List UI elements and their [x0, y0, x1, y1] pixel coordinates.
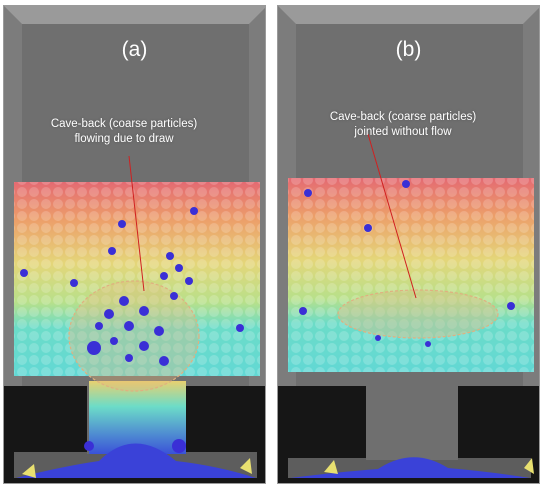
panel-b-scene [278, 6, 539, 483]
muck-pile [290, 457, 530, 478]
panel-b-annotation-line1: Cave-back (coarse particles) [329, 111, 477, 123]
annotation-pointer [367, 133, 417, 299]
draw-chute [366, 374, 458, 460]
panel-a-scene [4, 6, 265, 483]
panel-b-label: (b) [395, 38, 422, 61]
drawpoint-markers [324, 458, 534, 474]
annotation-pointer [128, 155, 145, 292]
flowing-material [89, 381, 186, 454]
muck-pile [16, 443, 256, 478]
particle-texture [288, 178, 534, 372]
panel-b-annotation: Cave-back (coarse particles) jointed wit… [288, 110, 518, 140]
drawpoint-markers [22, 458, 252, 478]
coarse-particles [299, 180, 515, 347]
panel-a-annotation-line2: flowing due to draw [74, 133, 174, 145]
cave-back-region [68, 280, 200, 392]
panel-b: (b) Cave-back (coarse particles) jointed… [277, 5, 540, 484]
panel-b-annotation-line2: jointed without flow [354, 126, 452, 138]
frame-top-bevel [278, 6, 539, 24]
panel-a: (a) Cave-back (coarse particles) flowing… [3, 5, 266, 484]
panel-a-annotation-line1: Cave-back (coarse particles) [50, 118, 198, 130]
frame-top-bevel [4, 6, 265, 24]
panel-a-annotation: Cave-back (coarse particles) flowing due… [14, 117, 234, 147]
particle-texture [14, 182, 260, 376]
panel-a-label: (a) [121, 38, 148, 61]
coarse-particles [20, 207, 244, 453]
cave-back-region [337, 289, 499, 339]
